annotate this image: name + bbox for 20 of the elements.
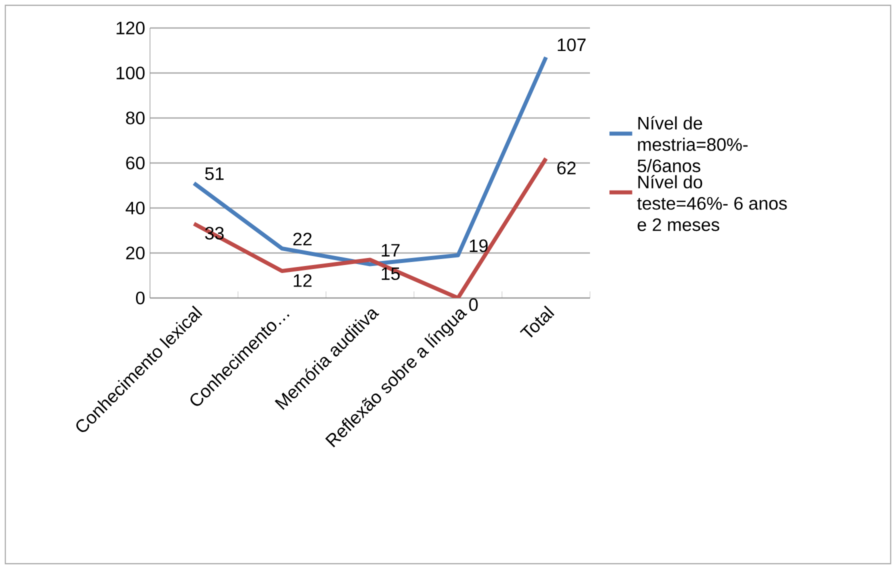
data-label: 51 bbox=[205, 167, 224, 180]
y-tick-label: 0 bbox=[136, 292, 145, 304]
legend-label: Nível do teste=46%- 6 anos e 2 meses bbox=[637, 175, 787, 232]
y-tick-label: 20 bbox=[126, 246, 145, 260]
y-tick-label: 40 bbox=[126, 202, 145, 214]
data-label: 0 bbox=[469, 298, 478, 311]
y-tick-label: 80 bbox=[126, 112, 145, 124]
data-label: 22 bbox=[293, 232, 312, 246]
data-label: 62 bbox=[557, 162, 576, 174]
data-label: 107 bbox=[558, 38, 586, 52]
data-label: 15 bbox=[382, 267, 400, 280]
data-label: 19 bbox=[470, 239, 488, 252]
legend-label: Nível de mestria=80%- 5/6anos bbox=[638, 116, 748, 172]
y-tick-label: 60 bbox=[126, 156, 145, 170]
y-tick-label: 120 bbox=[116, 22, 145, 34]
data-label: 17 bbox=[382, 244, 400, 256]
line-series bbox=[192, 156, 548, 298]
line-series bbox=[192, 55, 548, 266]
data-label: 12 bbox=[294, 274, 312, 287]
y-tick-label: 100 bbox=[116, 66, 145, 80]
